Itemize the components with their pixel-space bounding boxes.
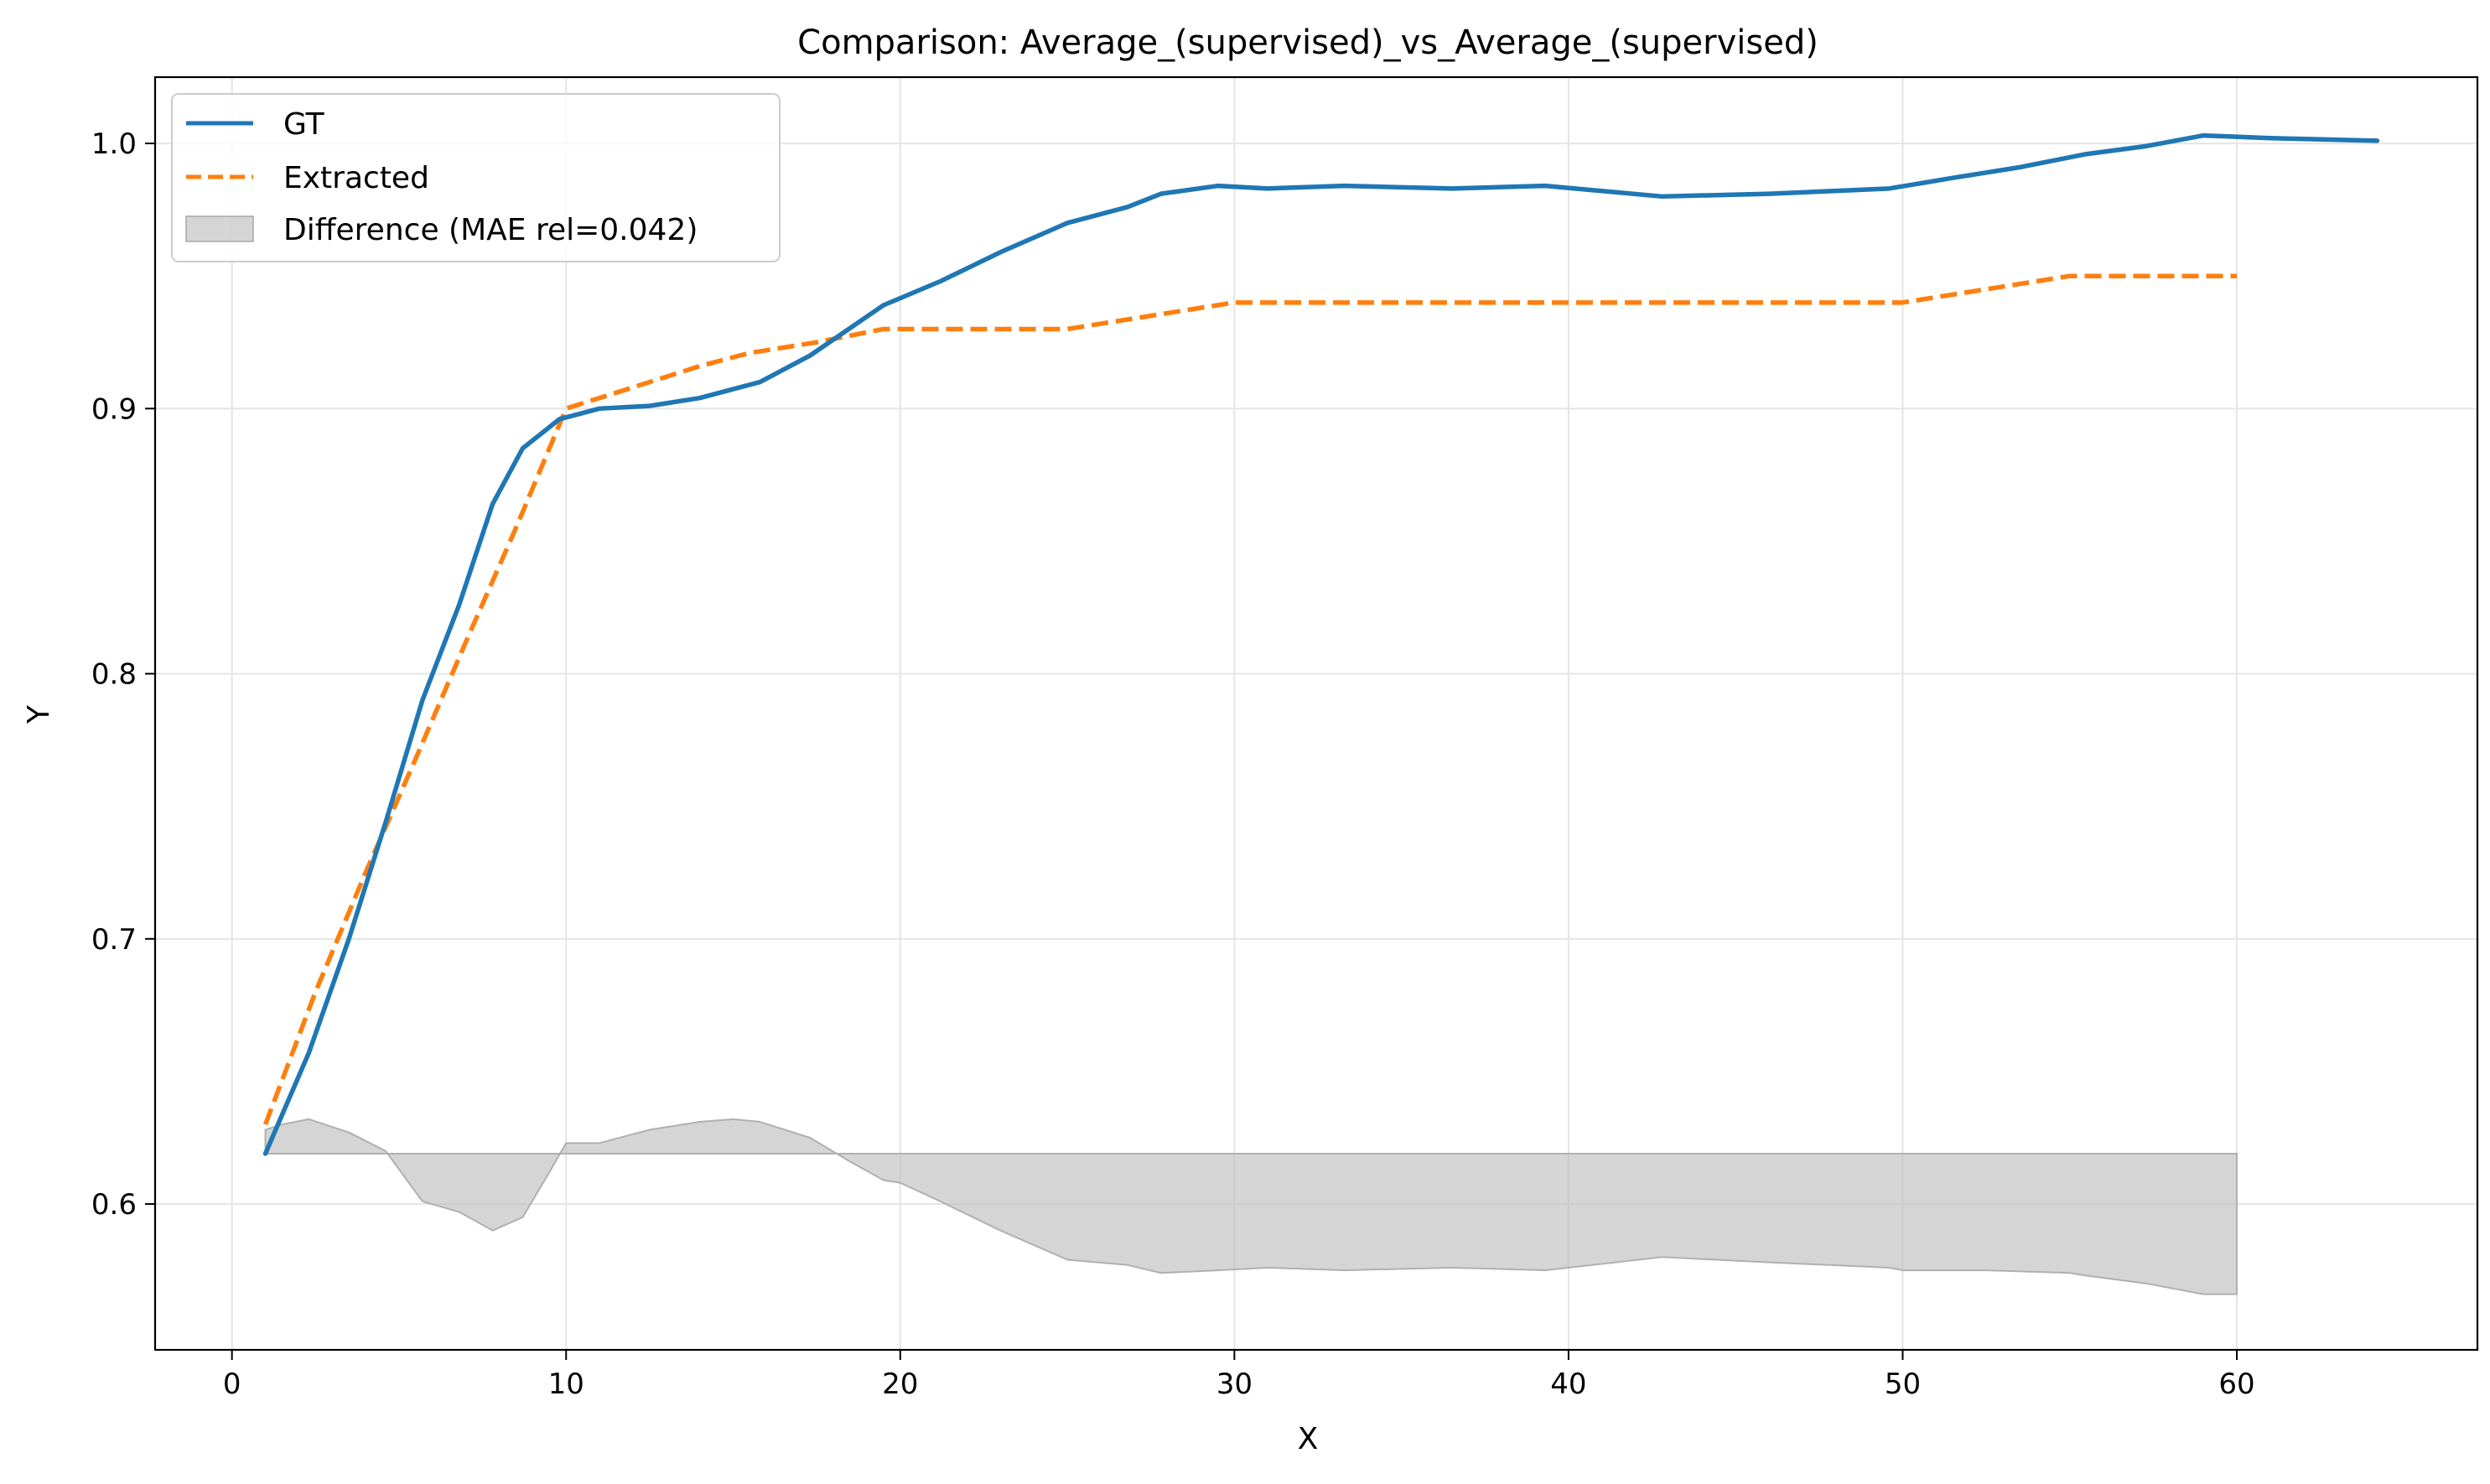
x-axis-label: X [1298, 1422, 1319, 1456]
axes-frame [153, 75, 2479, 1352]
legend-box [171, 93, 781, 262]
difference-area [264, 1118, 2238, 1295]
y-tick-label: 0.9 [91, 392, 137, 426]
series-lines-layer [262, 132, 2380, 1156]
tick-layer: 0 10 20 30 40 50 60 0.6 0.7 0.8 0.9 1.0 [91, 127, 2255, 1401]
x-tick-label: 60 [2218, 1367, 2254, 1401]
legend: GT Extracted Difference (MAE rel=0.042) [171, 93, 781, 262]
x-tick-label: 0 [223, 1367, 241, 1401]
legend-label-gt: GT [283, 107, 325, 142]
y-tick-label: 0.7 [91, 923, 137, 957]
y-tick-label: 1.0 [91, 127, 137, 161]
legend-label-difference: Difference (MAE rel=0.042) [283, 213, 698, 247]
chart-title: Comparison: Average_(supervised)_vs_Aver… [797, 23, 1818, 62]
difference-fill-layer [264, 1118, 2238, 1295]
extracted-line [262, 273, 2238, 1126]
y-tick-label: 0.8 [91, 658, 137, 692]
gt-line [262, 132, 2380, 1156]
y-axis-label: Y [22, 704, 56, 724]
grid-layer [155, 77, 2477, 1350]
legend-swatch-difference [185, 215, 254, 242]
y-tick-label: 0.6 [91, 1188, 137, 1222]
x-tick-label: 20 [882, 1367, 918, 1401]
legend-label-extracted: Extracted [283, 161, 429, 195]
x-tick-label: 40 [1550, 1367, 1586, 1401]
x-tick-label: 30 [1216, 1367, 1253, 1401]
x-tick-label: 50 [1885, 1367, 1921, 1401]
x-tick-label: 10 [548, 1367, 584, 1401]
